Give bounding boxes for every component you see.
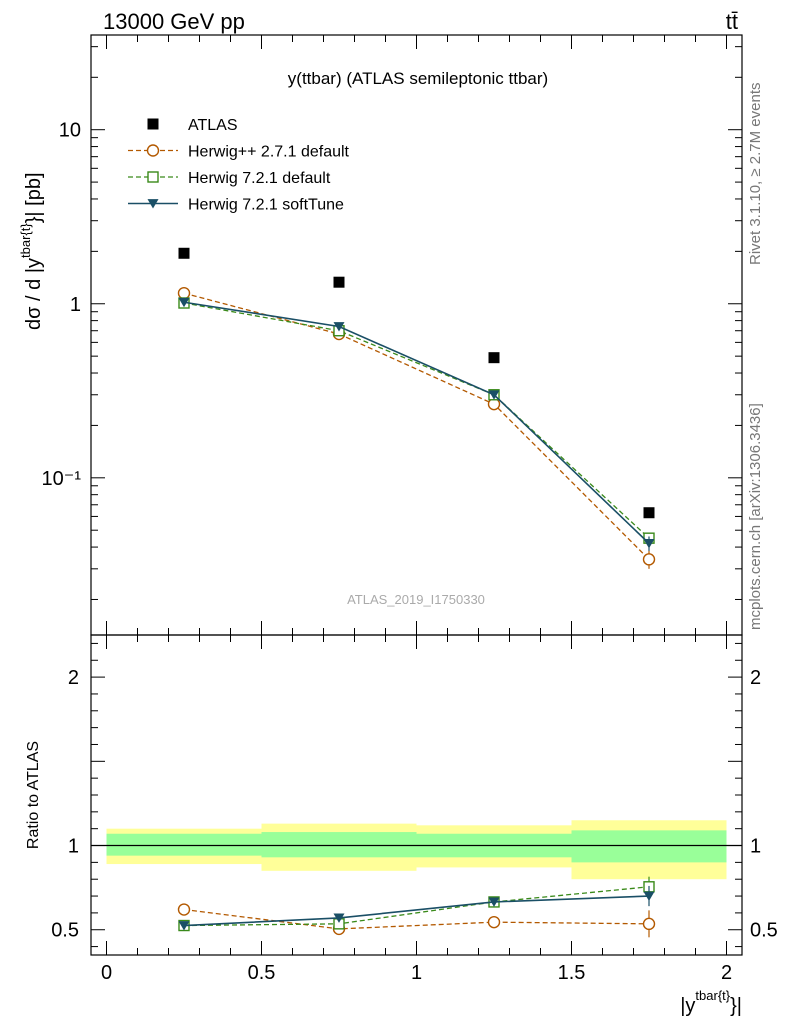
main-point-atlas-0: [178, 247, 190, 259]
ratio-band-inner-3: [571, 830, 727, 863]
main-plot-title: y(ttbar) (ATLAS semileptonic ttbar): [288, 69, 548, 88]
rivet-version-label: Rivet 3.1.10, ≥ 2.7M events: [747, 83, 764, 266]
ratio-y-axis-label: Ratio to ATLAS: [25, 741, 42, 849]
legend-marker-herwig-7-2-1-softtune: [147, 199, 159, 209]
main-point-herwig-7-2-1-softtune-1: [333, 322, 345, 332]
main-plot-area: [177, 247, 656, 569]
ratio-band-inner-0: [106, 833, 262, 856]
ratio-ytick-label-left-2: 2: [68, 667, 79, 689]
main-series-herwig-2-7-1-default: [177, 286, 656, 569]
ratio-point-herwig-7-2-1-softtune-2: [488, 897, 500, 907]
header-right-title: tt̄: [726, 9, 738, 34]
legend-label-herwig-7-2-1-softtune: Herwig 7.2.1 softTune: [188, 197, 344, 214]
main-series-atlas: [178, 247, 655, 519]
ylabel-superscript: tbar{t}: [18, 223, 33, 258]
ratio-line-herwig-7-2-1-softtune: [183, 895, 650, 927]
legend-label-herwig-7-2-1-default: Herwig 7.2.1 default: [188, 170, 331, 187]
legend: ATLAS Herwig++ 2.7.1 default Herwig 7.2.1 …: [128, 117, 350, 214]
ratio-band-inner-1: [261, 832, 417, 858]
main-point-atlas-3: [643, 507, 655, 519]
ratio-line-herwig-7-2-1-default: [183, 886, 650, 927]
ratio-xtick-label-0: 0: [101, 962, 112, 984]
main-line-herwig-7-2-1-softtune: [183, 301, 650, 544]
ratio-plot-area: [91, 820, 742, 938]
ratio-point-herwig-7-2-1-softtune-3: [643, 891, 655, 902]
legend-label-atlas: ATLAS: [188, 117, 238, 134]
main-point-atlas-2: [488, 352, 500, 364]
ratio-xtick-label-4: 2: [721, 962, 732, 984]
ratio-panel: 0.5 0.5 1 1 2 2 0 0.5 1 1.5 2: [51, 634, 778, 984]
main-series-herwig-7-2-1-default: [178, 297, 655, 544]
ylabel-part-1: dσ / d |y: [23, 258, 45, 330]
ratio-xtick-label-2: 1: [411, 962, 422, 984]
main-line-herwig-7-2-1-default: [183, 302, 650, 539]
ratio-axis-ticks: 0.5 0.5 1 1 2 2 0 0.5 1 1.5 2: [51, 635, 778, 984]
ratio-point-herwig-7-2-1-softtune-1: [333, 913, 345, 923]
ratio-point-herwig-2-7-1-default-2: [487, 915, 501, 929]
x-axis-label: |ytbar{t}}|: [680, 988, 742, 1017]
main-point-herwig-7-2-1-softtune-2: [488, 390, 500, 400]
main-panel: 10⁻¹ 1 10 y(ttbar) (ATLAS semileptonic ttb…: [42, 34, 743, 636]
xlabel-superscript: tbar{t}: [695, 988, 730, 1003]
main-series-herwig-7-2-1-softtune: [178, 297, 655, 551]
legend-marker-herwig-2-7-1-default: [146, 144, 160, 157]
header-left-title: 13000 GeV pp: [103, 9, 245, 34]
legend-label-herwig-2-7-1-default: Herwig++ 2.7.1 default: [188, 144, 350, 161]
ratio-point-herwig-2-7-1-default-0: [177, 903, 191, 916]
ratio-line-herwig-2-7-1-default: [183, 908, 650, 930]
analysis-watermark: ATLAS_2019_I1750330: [347, 592, 485, 607]
ratio-series-herwig-7-2-1-softtune: [178, 885, 655, 931]
main-line-herwig-2-7-1-default: [183, 292, 650, 560]
ratio-ytick-label-left-1: 1: [68, 836, 79, 858]
ratio-ytick-label-left-0: 0.5: [51, 920, 79, 942]
ratio-point-herwig-2-7-1-default-3: [642, 917, 656, 931]
legend-marker-atlas: [147, 118, 159, 130]
ratio-ytick-label-right-0: 0.5: [750, 920, 778, 942]
xlabel-part-1: |y: [680, 995, 695, 1017]
xlabel-part-2: }|: [730, 995, 742, 1017]
main-y-axis-label-text: dσ / d |ytbar{t}}| [pb]: [18, 172, 45, 330]
main-point-herwig-2-7-1-default-3: [642, 553, 656, 566]
ylabel-part-2: }| [pb]: [23, 172, 45, 223]
main-ytick-label-1: 1: [70, 294, 81, 316]
ratio-series-herwig-2-7-1-default: [177, 903, 656, 938]
legend-marker-herwig-7-2-1-default: [147, 171, 159, 183]
ratio-ytick-label-right-2: 2: [750, 667, 761, 689]
ratio-point-herwig-7-2-1-softtune-0: [178, 921, 190, 931]
main-ytick-label-0: 10⁻¹: [42, 468, 82, 490]
ratio-xtick-label-3: 1.5: [558, 962, 586, 984]
ratio-xtick-label-1: 0.5: [248, 962, 276, 984]
main-ytick-label-2: 10: [59, 120, 81, 142]
mcplots-label: mcplots.cern.ch [arXiv:1306.3436]: [747, 403, 764, 630]
ratio-ytick-label-right-1: 1: [750, 836, 761, 858]
main-point-herwig-2-7-1-default-0: [177, 286, 191, 300]
main-y-axis-label: dσ / d |ytbar{t}}| [pb]: [18, 172, 45, 330]
main-point-herwig-7-2-1-softtune-0: [178, 297, 190, 308]
main-axis-ticks: 10⁻¹ 1 10: [42, 35, 742, 635]
main-point-herwig-7-2-1-softtune-3: [643, 538, 655, 549]
main-point-atlas-1: [333, 276, 345, 288]
